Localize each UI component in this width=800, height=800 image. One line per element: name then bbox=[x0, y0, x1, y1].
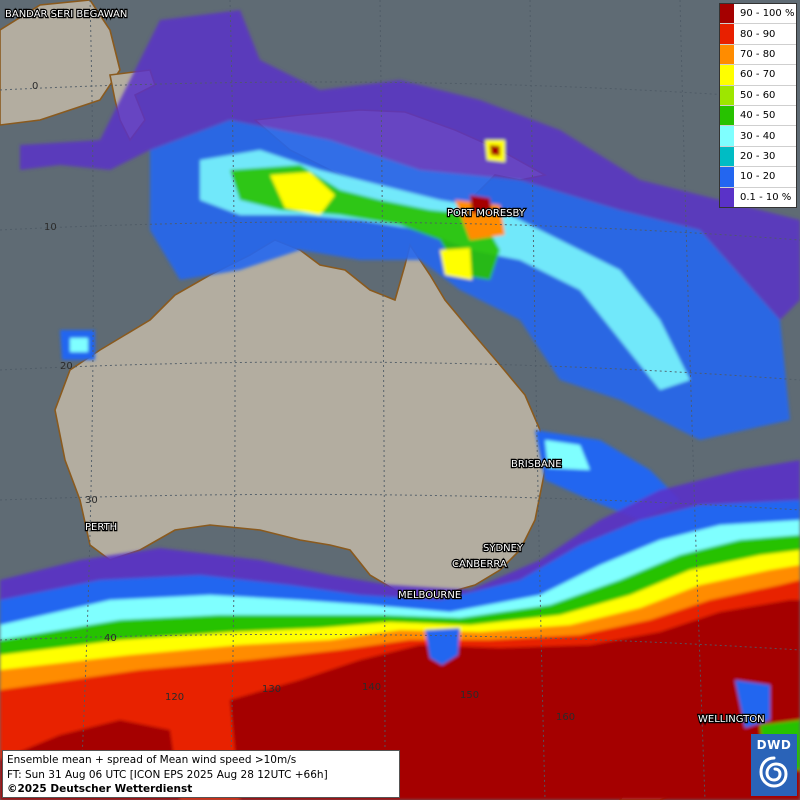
legend-item: 50 - 60 bbox=[720, 85, 796, 106]
legend-swatch bbox=[720, 85, 734, 105]
legend-label: 70 - 80 bbox=[740, 48, 776, 60]
lat-label: 0 bbox=[32, 81, 38, 92]
overlay-png-yellow bbox=[440, 248, 472, 280]
overlay-nz-blue bbox=[735, 680, 770, 728]
legend-swatch bbox=[720, 126, 734, 146]
legend-item: 80 - 90 bbox=[720, 24, 796, 45]
legend-label: 10 - 20 bbox=[740, 171, 776, 183]
legend-swatch bbox=[720, 4, 734, 24]
lon-label: 150 bbox=[460, 690, 479, 701]
city-label-sydney: SYDNEY bbox=[483, 543, 524, 554]
legend-swatch bbox=[720, 65, 734, 85]
city-label-brisbane: BRISBANE bbox=[511, 459, 562, 470]
legend-swatch bbox=[720, 24, 734, 44]
lon-label: 140 bbox=[362, 682, 381, 693]
overlay-png-red bbox=[470, 195, 492, 215]
city-label-perth: PERTH bbox=[85, 522, 117, 533]
overlay-tropics-violet bbox=[20, 10, 800, 320]
latitude-labels: 0 10 20 30 40 bbox=[32, 81, 117, 644]
legend-swatch bbox=[720, 105, 734, 126]
city-label-melbourne: MELBOURNE bbox=[398, 590, 461, 601]
legend-item: 40 - 50 bbox=[720, 105, 796, 127]
lat-label: 20 bbox=[60, 361, 73, 372]
legend-item: 30 - 40 bbox=[720, 126, 796, 147]
lat-label: 30 bbox=[85, 495, 98, 506]
legend-label: 30 - 40 bbox=[740, 130, 776, 142]
lon-label: 160 bbox=[556, 712, 575, 723]
city-label-bandar-seri-begawan: BANDAR SERI BEGAWAN bbox=[5, 9, 127, 20]
dwd-logo-text: DWD bbox=[756, 738, 792, 752]
legend-item: 10 - 20 bbox=[720, 167, 796, 188]
legend-item: 70 - 80 bbox=[720, 44, 796, 66]
lat-label: 10 bbox=[44, 222, 57, 233]
info-copyright: ©2025 Deutscher Wetterdienst bbox=[7, 783, 193, 795]
legend-label: 50 - 60 bbox=[740, 89, 776, 101]
legend-swatch bbox=[720, 44, 734, 65]
legend-item: 20 - 30 bbox=[720, 146, 796, 168]
overlay-ng-north-red bbox=[490, 145, 500, 156]
overlay-brisbane-cyan bbox=[545, 440, 590, 470]
lon-label: 120 bbox=[165, 692, 184, 703]
dwd-logo: DWD bbox=[751, 734, 797, 796]
info-box: Ensemble mean + spread of Mean wind spee… bbox=[2, 750, 400, 798]
city-labels: BANDAR SERI BEGAWAN PORT MORESBY BRISBAN… bbox=[4, 8, 766, 726]
legend-label: 90 - 100 % bbox=[740, 8, 795, 20]
legend-item: 90 - 100 % bbox=[720, 4, 796, 25]
overlay-tasmania-blue bbox=[425, 628, 460, 665]
lat-label: 40 bbox=[104, 633, 117, 644]
legend-label: 40 - 50 bbox=[740, 110, 776, 122]
overlay-west-blob-cyan bbox=[70, 338, 88, 352]
legend-item: 0.1 - 10 % bbox=[720, 187, 796, 207]
legend-label: 0.1 - 10 % bbox=[740, 191, 792, 203]
info-forecast-time: FT: Sun 31 Aug 06 UTC [ICON EPS 2025 Aug… bbox=[7, 768, 328, 781]
longitude-labels: 120 130 140 150 160 bbox=[165, 682, 575, 723]
dwd-swirl-icon bbox=[759, 756, 788, 788]
legend: 90 - 100 % 80 - 90 70 - 80 60 - 70 50 - … bbox=[719, 3, 797, 208]
overlay-tropics-yellow bbox=[270, 172, 335, 215]
city-label-canberra: CANBERRA bbox=[452, 559, 507, 570]
legend-label: 60 - 70 bbox=[740, 69, 776, 81]
overlay-png-orange bbox=[455, 200, 505, 240]
info-product-title: Ensemble mean + spread of Mean wind spee… bbox=[7, 754, 297, 766]
wind-probability-overlay bbox=[0, 10, 800, 800]
legend-label: 20 - 30 bbox=[740, 150, 776, 162]
legend-swatch bbox=[720, 167, 734, 187]
lon-label: 130 bbox=[262, 684, 281, 695]
legend-label: 80 - 90 bbox=[740, 28, 776, 40]
legend-swatch bbox=[720, 187, 734, 207]
city-label-port-moresby: PORT MORESBY bbox=[447, 208, 526, 219]
legend-swatch bbox=[720, 146, 734, 167]
city-label-wellington: WELLINGTON bbox=[698, 714, 765, 725]
legend-item: 60 - 70 bbox=[720, 65, 796, 86]
